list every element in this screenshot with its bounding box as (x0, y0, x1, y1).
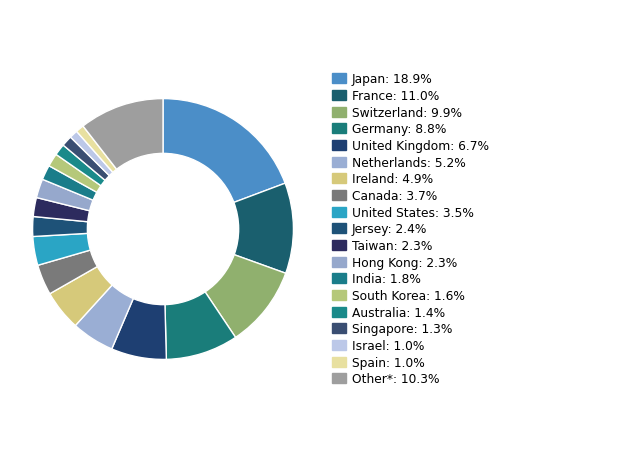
Wedge shape (43, 166, 97, 201)
Wedge shape (56, 146, 105, 186)
Wedge shape (49, 155, 101, 193)
Wedge shape (38, 251, 97, 294)
Wedge shape (33, 217, 88, 237)
Wedge shape (234, 184, 293, 274)
Wedge shape (36, 180, 93, 211)
Wedge shape (165, 292, 236, 359)
Wedge shape (112, 299, 166, 360)
Wedge shape (76, 127, 117, 173)
Wedge shape (205, 255, 286, 338)
Legend: Japan: 18.9%, France: 11.0%, Switzerland: 9.9%, Germany: 8.8%, United Kingdom: 6: Japan: 18.9%, France: 11.0%, Switzerland… (332, 73, 488, 386)
Wedge shape (70, 132, 113, 176)
Wedge shape (50, 267, 112, 326)
Wedge shape (163, 99, 285, 203)
Wedge shape (75, 285, 134, 349)
Wedge shape (63, 138, 109, 181)
Wedge shape (83, 99, 163, 170)
Wedge shape (33, 234, 90, 266)
Wedge shape (33, 198, 90, 222)
